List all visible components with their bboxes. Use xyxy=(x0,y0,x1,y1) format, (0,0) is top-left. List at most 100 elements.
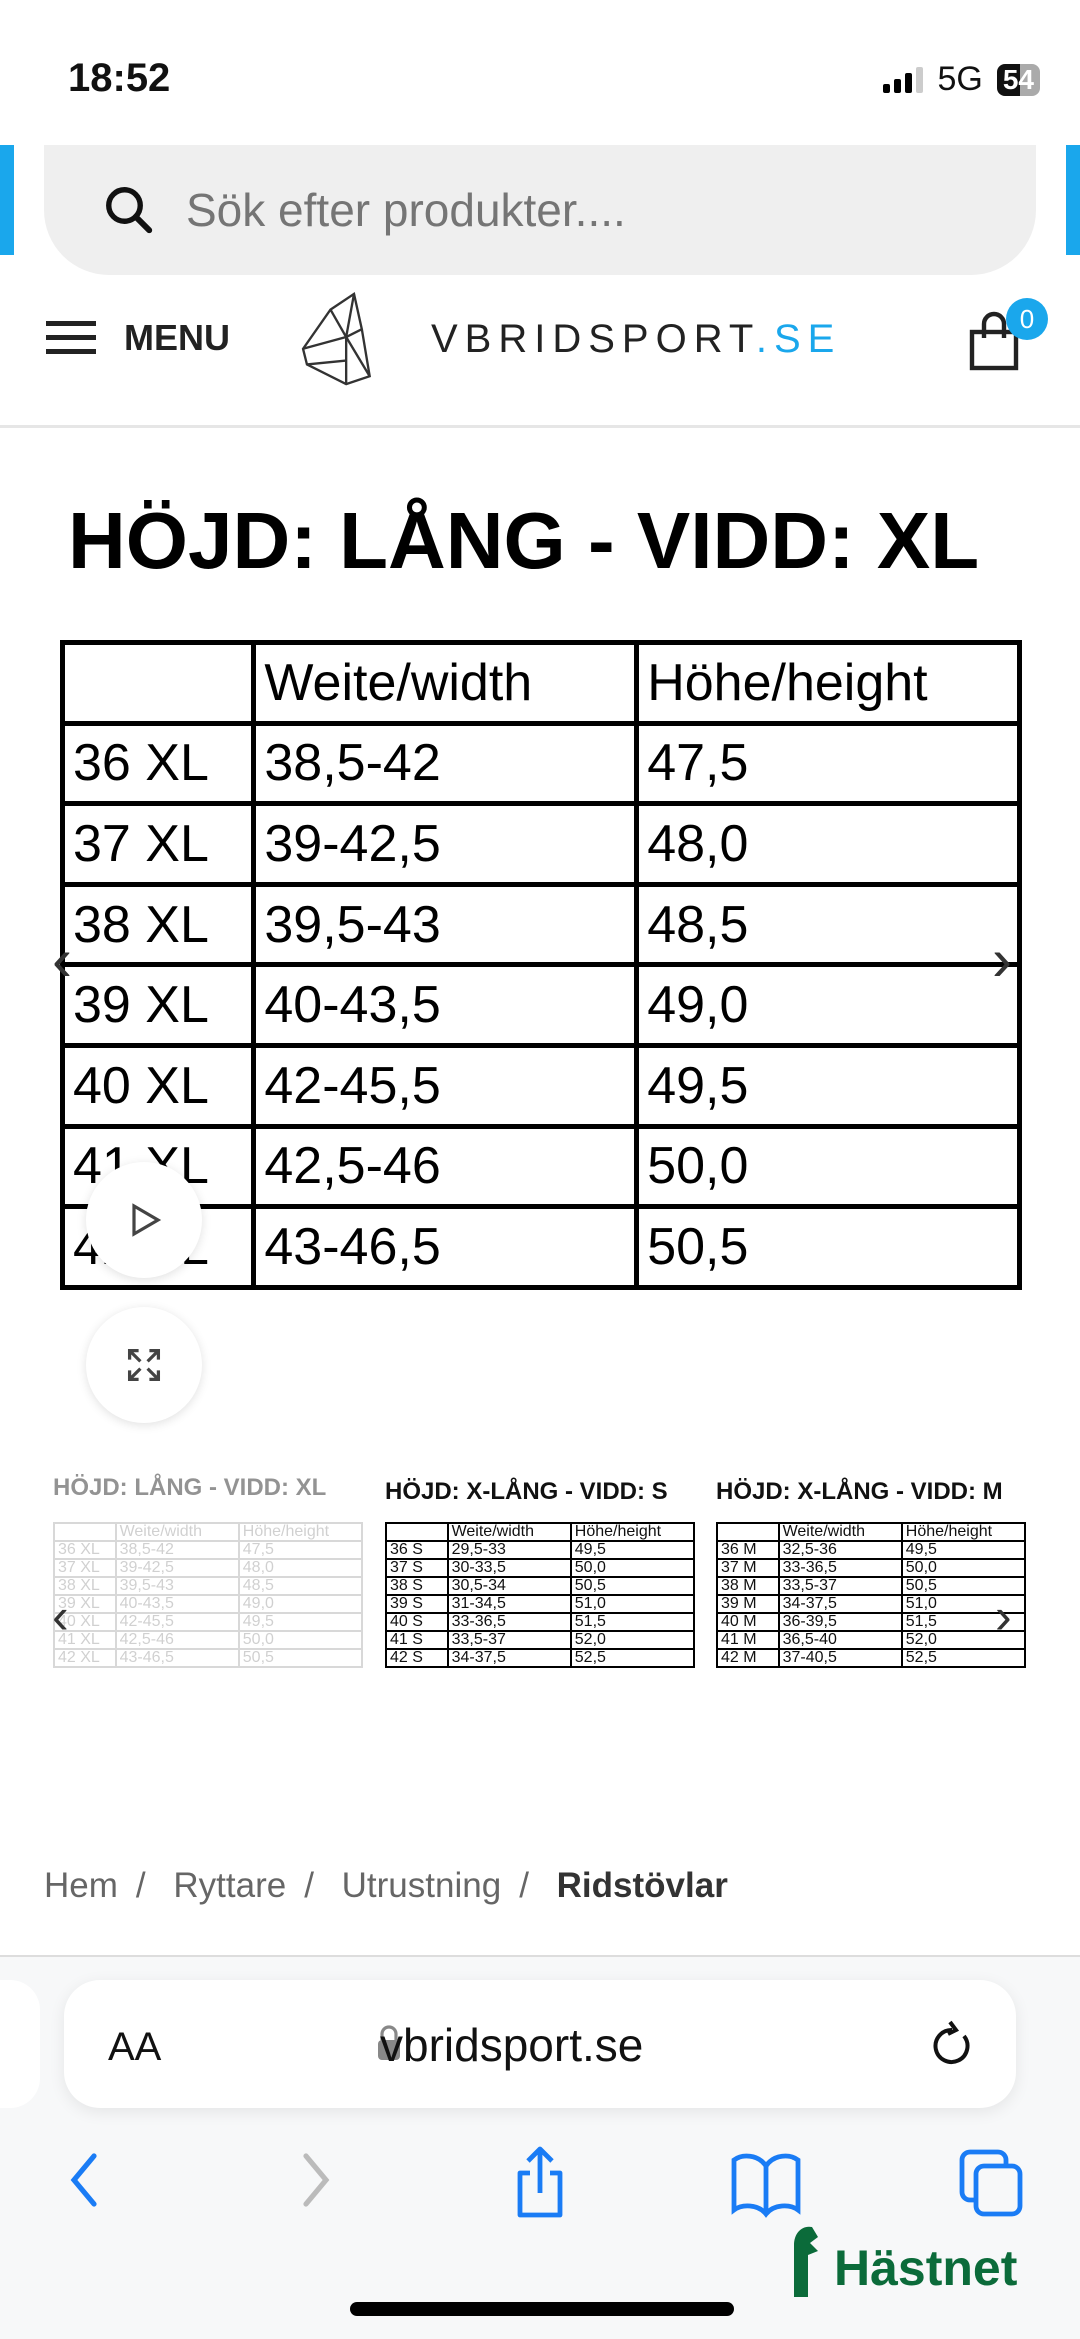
table-cell: 39,5-43 xyxy=(251,881,640,968)
thumbnail-size-table: Weite/width Höhe/height 36 S 29,5-33 49,5 37 … xyxy=(385,1522,696,1668)
table-cell: 42 XL xyxy=(53,1648,117,1668)
table-cell: 49,5 xyxy=(569,1540,696,1560)
table-row: 40 M 36-39,5 51,5 xyxy=(716,1612,1027,1632)
gallery-thumbnail[interactable]: HÖJD: LÅNG - VIDD: XL Weite/width Höhe/hei… xyxy=(53,1470,365,1740)
table-row: 41 M 36,5-40 52,0 xyxy=(716,1630,1027,1650)
table-header-row: Weite/width Höhe/height xyxy=(385,1522,696,1542)
breadcrumb-current: Ridstövlar xyxy=(556,1866,728,1905)
table-cell: 52,0 xyxy=(569,1630,696,1650)
table-row: 37 XL 39-42,5 48,0 xyxy=(53,1558,364,1578)
table-cell: 42 M xyxy=(716,1648,780,1668)
table-row: 36 S 29,5-33 49,5 xyxy=(385,1540,696,1560)
table-cell: 49,5 xyxy=(237,1612,364,1632)
table-cell: 51,0 xyxy=(900,1594,1027,1614)
breadcrumb-link-ryttare[interactable]: Ryttare xyxy=(173,1866,287,1905)
table-cell: 48,0 xyxy=(237,1558,364,1578)
table-cell: 37 M xyxy=(716,1558,780,1578)
cart-count-badge: 0 xyxy=(1006,298,1048,340)
table-cell: 50,5 xyxy=(900,1576,1027,1596)
table-cell: 40 XL xyxy=(59,1042,257,1129)
url-text[interactable]: vbridsport.se xyxy=(380,2019,644,2071)
table-row: 36 XL 38,5-42 47,5 xyxy=(59,720,1022,807)
thumbnails-next-arrow[interactable]: › xyxy=(995,1588,1012,1644)
table-cell: 36 S xyxy=(385,1540,449,1560)
breadcrumb-link-hem[interactable]: Hem xyxy=(44,1866,118,1905)
play-icon xyxy=(132,1203,162,1237)
site-header xyxy=(0,290,1080,428)
table-row: 40 S 33-36,5 51,5 xyxy=(385,1612,696,1632)
table-cell: 48,5 xyxy=(634,881,1022,968)
thumbnail-size-table: Weite/width Höhe/height 36 M 32,5-36 49,5 37 … xyxy=(716,1522,1027,1668)
menu-button[interactable]: MENU xyxy=(46,312,230,363)
table-cell: 38 XL xyxy=(53,1576,117,1596)
table-cell: 36 M xyxy=(716,1540,780,1560)
search-input[interactable] xyxy=(186,183,886,237)
table-cell: 38,5-42 xyxy=(251,720,640,807)
table-cell: 34-37,5 xyxy=(777,1594,903,1614)
table-cell: 39-42,5 xyxy=(114,1558,240,1578)
thumbnail-title: HÖJD: X-LÅNG - VIDD: S xyxy=(385,1478,668,1505)
table-cell: 36,5-40 xyxy=(777,1630,903,1650)
table-cell: 47,5 xyxy=(634,720,1022,807)
table-cell: 52,5 xyxy=(900,1648,1027,1668)
table-row: 37 M 33-36,5 50,0 xyxy=(716,1558,1027,1578)
play-video-button[interactable] xyxy=(86,1162,202,1278)
cart-button[interactable] xyxy=(968,310,1024,377)
site-logo[interactable]: VBRIDSPORT.SE xyxy=(295,290,841,388)
table-row: 37 S 30-33,5 50,0 xyxy=(385,1558,696,1578)
column-header: Weite/width xyxy=(777,1522,903,1542)
table-row: 39 S 31-34,5 51,0 xyxy=(385,1594,696,1614)
previous-tab-preview[interactable] xyxy=(0,1980,40,2108)
shopping-bag-icon xyxy=(969,311,1019,371)
gallery-thumbnail[interactable]: HÖJD: X-LÅNG - VIDD: M Weite/width Höhe/he… xyxy=(716,1470,1028,1740)
table-cell: 50,0 xyxy=(569,1558,696,1578)
table-cell: 38,5-42 xyxy=(114,1540,240,1560)
bookmarks-icon[interactable] xyxy=(730,2150,802,2218)
battery-icon: 54 xyxy=(996,63,1040,96)
table-cell: 36 XL xyxy=(59,720,257,807)
breadcrumb-link-utrustning[interactable]: Utrustning xyxy=(341,1866,502,1905)
table-cell: 36-39,5 xyxy=(777,1612,903,1632)
table-cell: 50,5 xyxy=(237,1648,364,1668)
hamburger-icon xyxy=(46,312,96,363)
table-cell: 30,5-34 xyxy=(446,1576,572,1596)
table-row: 36 XL 38,5-42 47,5 xyxy=(53,1540,364,1560)
home-indicator xyxy=(350,2302,734,2316)
table-cell: 32,5-36 xyxy=(777,1540,903,1560)
table-cell: 36 XL xyxy=(53,1540,117,1560)
table-row: 41 XL 42,5-46 50,0 xyxy=(53,1630,364,1650)
gallery-thumbnail[interactable]: HÖJD: X-LÅNG - VIDD: S Weite/width Höhe/he… xyxy=(385,1470,697,1740)
thumbnails-prev-arrow[interactable]: ‹ xyxy=(52,1588,69,1644)
column-header xyxy=(385,1522,449,1542)
gallery-prev-arrow[interactable]: ‹ xyxy=(52,926,72,993)
breadcrumb: Hem / Ryttare / Utrustning / Ridstövlar xyxy=(44,1866,728,1905)
fullscreen-button[interactable] xyxy=(86,1307,202,1423)
address-bar[interactable] xyxy=(64,1980,1016,2108)
search-bar[interactable] xyxy=(44,145,1036,275)
table-row: 38 M 33,5-37 50,5 xyxy=(716,1576,1027,1596)
share-icon[interactable] xyxy=(510,2145,570,2221)
menu-label: MENU xyxy=(124,316,230,358)
table-cell: 40 M xyxy=(716,1612,780,1632)
reload-icon[interactable] xyxy=(928,2018,976,2074)
forward-icon[interactable] xyxy=(296,2150,336,2210)
reader-settings-button[interactable]: AA xyxy=(108,2025,162,2069)
table-row: 37 XL 39-42,5 48,0 xyxy=(59,801,1022,887)
table-cell: 40-43,5 xyxy=(251,962,640,1048)
table-row: 38 XL 39,5-43 48,5 xyxy=(53,1576,364,1596)
gallery-next-arrow[interactable]: › xyxy=(992,926,1012,993)
table-cell: 49,0 xyxy=(634,962,1022,1048)
table-cell: 37 XL xyxy=(59,801,257,887)
signal-icon xyxy=(883,66,924,93)
table-row: 38 S 30,5-34 50,5 xyxy=(385,1576,696,1596)
table-cell: 41 XL xyxy=(53,1630,117,1650)
hastnet-watermark: Hästnet xyxy=(790,2225,1017,2297)
table-cell: 41 M xyxy=(716,1630,780,1650)
network-label: 5G xyxy=(937,60,983,98)
tabs-icon[interactable] xyxy=(958,2148,1026,2218)
table-row: 41 S 33,5-37 52,0 xyxy=(385,1630,696,1650)
table-cell: 29,5-33 xyxy=(446,1540,572,1560)
column-header: Höhe/height xyxy=(634,640,1022,726)
back-icon[interactable] xyxy=(64,2150,104,2210)
table-cell: 51,5 xyxy=(900,1612,1027,1632)
